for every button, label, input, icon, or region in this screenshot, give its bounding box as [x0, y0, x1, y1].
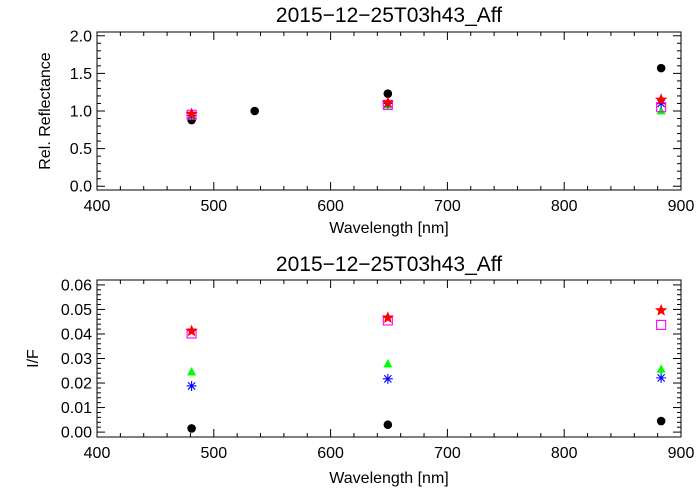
- chart-title: 2015−12−25T03h43_Aff: [276, 4, 502, 27]
- data-point-filled-circle: [383, 420, 393, 430]
- series-open-square: [186, 315, 667, 339]
- data-point-filled-triangle: [187, 366, 197, 376]
- x-tick-label: 500: [200, 198, 227, 215]
- data-point-filled-circle: [250, 106, 259, 116]
- x-tick-label: 800: [551, 445, 578, 462]
- data-point-filled-circle: [187, 424, 196, 433]
- x-tick-label: 800: [551, 198, 578, 215]
- data-point-filled-star: [381, 311, 395, 324]
- y-tick-label: 0.03: [61, 351, 92, 368]
- y-tick-label: 0.01: [61, 400, 92, 417]
- data-point-filled-star: [185, 324, 198, 337]
- series-open-square: [186, 99, 667, 120]
- data-point-filled-triangle: [656, 106, 666, 115]
- data-point-asterisk: [656, 98, 667, 109]
- y-tick-label: 0.05: [61, 302, 92, 319]
- series-filled-triangle: [187, 99, 666, 120]
- y-tick-label: 2.0: [70, 28, 92, 45]
- data-point-asterisk: [656, 372, 667, 383]
- x-axis-label: Wavelength [nm]: [329, 470, 448, 487]
- series-filled-circle: [187, 416, 666, 433]
- series-filled-circle: [187, 63, 666, 125]
- data-point-filled-triangle: [656, 364, 666, 373]
- y-tick-label: 0.04: [61, 326, 92, 343]
- series-asterisk: [186, 372, 667, 391]
- series-filled-triangle: [187, 358, 666, 376]
- y-axis-label: I/F: [25, 349, 42, 368]
- y-tick-label: 0.02: [61, 376, 92, 393]
- data-point-asterisk: [186, 380, 197, 391]
- x-tick-label: 600: [317, 445, 344, 462]
- y-tick-label: 0.06: [61, 277, 92, 294]
- y-tick-label: 0.0: [70, 179, 92, 196]
- y-tick-label: 1.0: [70, 104, 92, 121]
- data-point-open-square: [656, 319, 667, 330]
- y-tick-label: 1.5: [70, 66, 92, 83]
- y-tick-label: 0.00: [61, 425, 92, 442]
- plot-frame: [96, 31, 682, 191]
- x-tick-label: 500: [200, 445, 227, 462]
- data-point-filled-circle: [383, 89, 393, 98]
- data-point-filled-star: [654, 93, 668, 105]
- chart-title: 2015−12−25T03h43_Aff: [276, 253, 502, 276]
- plot-frame: [96, 279, 682, 438]
- data-point-filled-star: [381, 96, 395, 108]
- y-tick-label: 0.5: [70, 141, 92, 158]
- y-axis-label: Rel. Reflectance: [37, 52, 54, 169]
- data-point-asterisk: [382, 373, 393, 384]
- chart-panel-2: 2015−12−25T03h43_Aff Wavelength [nm] I/F 40…: [25, 253, 694, 487]
- x-tick-label: 900: [668, 445, 695, 462]
- x-tick-label: 900: [668, 198, 695, 215]
- chart-panel-1: 2015−12−25T03h43_Aff Wavelength [nm] Rel. …: [37, 4, 694, 237]
- data-point-filled-star: [185, 107, 198, 120]
- data-point-filled-circle: [656, 416, 666, 426]
- x-tick-label: 700: [434, 445, 461, 462]
- data-point-open-square: [656, 102, 667, 113]
- x-axis-label: Wavelength [nm]: [329, 220, 448, 237]
- x-tick-label: 700: [434, 198, 461, 215]
- x-tick-label: 600: [317, 198, 344, 215]
- x-tick-label: 400: [84, 198, 111, 215]
- series-filled-star: [185, 303, 668, 337]
- data-point-filled-circle: [656, 63, 666, 73]
- series-filled-star: [185, 93, 668, 120]
- x-tick-label: 400: [84, 445, 111, 462]
- data-point-filled-star: [654, 303, 668, 316]
- data-point-filled-triangle: [383, 358, 393, 368]
